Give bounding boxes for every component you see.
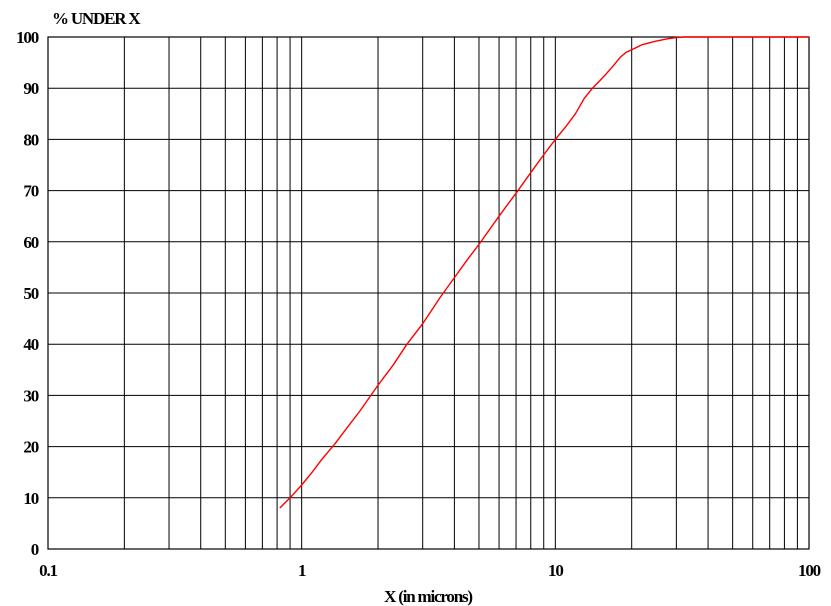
y-tick-label-0: 0 xyxy=(31,540,39,559)
plot-area-frame xyxy=(47,36,810,550)
y-tick-label-8: 80 xyxy=(23,130,38,149)
cumulative-percent-line xyxy=(279,36,809,509)
y-tick-label-5: 50 xyxy=(23,284,38,303)
y-axis-title: % UNDER X xyxy=(52,9,141,28)
y-tick-label-4: 40 xyxy=(23,335,38,354)
x-tick-label-3: 100 xyxy=(798,561,821,580)
grid xyxy=(48,37,809,549)
y-tick-label-2: 20 xyxy=(23,438,38,457)
y-tick-label-1: 10 xyxy=(23,489,38,508)
tick-labels: 0 10 20 30 40 50 60 70 80 90 100 0.1 1 10 100 xyxy=(16,28,822,580)
y-tick-label-6: 60 xyxy=(23,233,38,252)
x-tick-label-2: 10 xyxy=(548,561,563,580)
y-tick-label-9: 90 xyxy=(23,79,38,98)
y-tick-label-3: 30 xyxy=(23,386,38,405)
x-tick-label-0: 0.1 xyxy=(39,561,57,580)
x-tick-label-1: 1 xyxy=(298,561,306,580)
y-tick-label-10: 100 xyxy=(16,28,39,47)
y-tick-label-7: 70 xyxy=(23,182,38,201)
x-axis-title: X (in microns) xyxy=(384,587,472,606)
